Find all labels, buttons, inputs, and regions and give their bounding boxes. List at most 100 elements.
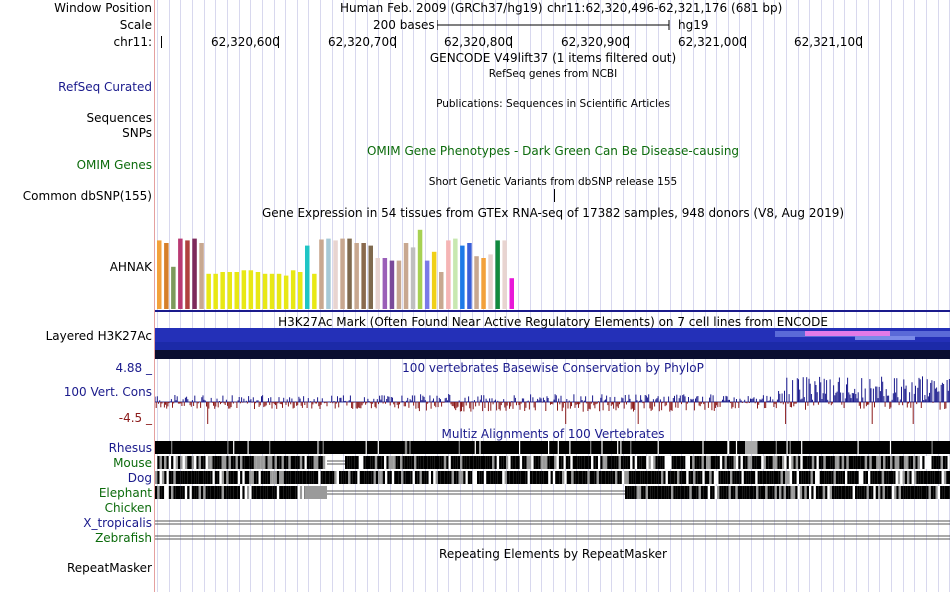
gtex-tissue-bar[interactable] [361, 243, 366, 309]
gtex-tissue-bar[interactable] [298, 272, 303, 309]
gtex-tissue-bar[interactable] [509, 278, 515, 309]
gtex-tissue-bar[interactable] [220, 272, 225, 309]
alignment-column [616, 456, 619, 469]
gencode-title[interactable]: GENCODE V49lift37 (1 items filtered out) [429, 51, 677, 65]
alignment-column [286, 456, 289, 469]
alignment-column [918, 471, 921, 484]
h3k27ac-title[interactable]: H3K27Ac Mark (Often Found Near Active Re… [278, 315, 828, 329]
gtex-tissue-bar[interactable] [375, 258, 381, 309]
cons-title[interactable]: 100 vertebrates Basewise Conservation by… [402, 361, 704, 375]
gtex-chart[interactable] [155, 221, 535, 311]
gtex-tissue-bar[interactable] [460, 245, 465, 309]
refseq-label[interactable]: RefSeq Curated [58, 80, 152, 94]
gtex-tissue-bar[interactable] [488, 254, 493, 309]
gtex-title[interactable]: Gene Expression in 54 tissues from GTEx … [261, 206, 845, 220]
alignment-column [547, 456, 550, 469]
gtex-tissue-bar[interactable] [354, 243, 359, 309]
gtex-tissue-bar[interactable] [269, 273, 275, 309]
species-label[interactable]: Mouse [113, 456, 152, 470]
snp-marker[interactable] [554, 189, 555, 202]
gtex-tissue-bar[interactable] [340, 238, 345, 309]
species-label[interactable]: Dog [127, 471, 152, 485]
dbsnp-label[interactable]: Common dbSNP(155) [22, 189, 152, 203]
omim-title[interactable]: OMIM Gene Phenotypes - Dark Green Can Be… [366, 144, 740, 158]
repeat-title[interactable]: Repeating Elements by RepeatMasker [439, 547, 667, 561]
gtex-tissue-bar[interactable] [368, 245, 374, 309]
alignment-column [527, 471, 530, 484]
alignment-column [533, 456, 536, 469]
refseq-title[interactable]: RefSeq genes from NCBI [488, 68, 618, 80]
alignment-column [775, 456, 778, 469]
gtex-tissue-bar[interactable] [290, 270, 296, 309]
gtex-tissue-bar[interactable] [185, 240, 190, 309]
gtex-tissue-bar[interactable] [467, 243, 472, 309]
gtex-tissue-bar[interactable] [474, 256, 479, 309]
species-label[interactable]: X_tropicalis [83, 516, 152, 530]
gtex-tissue-bar[interactable] [234, 272, 240, 309]
gtex-tissue-bar[interactable] [417, 229, 423, 309]
publications-title[interactable]: Publications: Sequences in Scientific Ar… [436, 98, 670, 110]
alignment-column [404, 441, 406, 454]
alignment-column [543, 471, 546, 484]
gtex-tissue-bar[interactable] [431, 251, 437, 309]
gtex-tissue-bar[interactable] [424, 260, 430, 309]
gtex-tissue-bar[interactable] [326, 238, 331, 309]
multiz-title[interactable]: Multiz Alignments of 100 Vertebrates [441, 427, 665, 441]
dbsnp-title[interactable]: Short Genetic Variants from dbSNP releas… [428, 176, 678, 188]
gtex-tissue-bar[interactable] [206, 273, 211, 309]
gtex-tissue-bar[interactable] [439, 272, 444, 309]
gtex-tissue-bar[interactable] [255, 272, 261, 309]
gtex-tissue-bar[interactable] [410, 247, 416, 309]
gtex-tissue-bar[interactable] [227, 272, 233, 309]
gtex-tissue-bar[interactable] [389, 260, 395, 309]
gtex-tissue-bar[interactable] [403, 243, 409, 309]
alignment-column [345, 471, 349, 484]
species-label[interactable]: Zebrafish [95, 531, 152, 545]
h3k27ac-signal[interactable] [155, 328, 950, 359]
gtex-gene-label[interactable]: AHNAK [109, 260, 152, 274]
gtex-tissue-bar[interactable] [199, 243, 204, 309]
gtex-tissue-bar[interactable] [262, 273, 268, 309]
species-label[interactable]: Elephant [98, 486, 152, 500]
repeat-label[interactable]: RepeatMasker [66, 561, 152, 575]
sequences-label[interactable]: Sequences [86, 111, 152, 125]
gtex-tissue-bar[interactable] [171, 266, 176, 309]
conservation-wiggle[interactable] [155, 374, 950, 426]
gtex-tissue-bar[interactable] [283, 275, 289, 309]
omim-label[interactable]: OMIM Genes [76, 158, 152, 172]
gtex-tissue-bar[interactable] [248, 270, 254, 309]
gtex-tissue-bar[interactable] [382, 258, 388, 309]
multiz-alignments[interactable] [155, 440, 950, 545]
alignment-column [670, 471, 673, 484]
species-label[interactable]: Chicken [104, 501, 152, 515]
gtex-tissue-bar[interactable] [347, 238, 352, 309]
alignment-column [182, 486, 185, 499]
alignment-column [674, 471, 678, 484]
snps-label[interactable]: SNPs [122, 126, 152, 140]
gtex-tissue-bar[interactable] [453, 238, 458, 309]
gtex-tissue-bar[interactable] [481, 258, 486, 309]
species-label[interactable]: Rhesus [108, 441, 152, 455]
gtex-tissue-bar[interactable] [446, 240, 451, 309]
h3k27ac-label[interactable]: Layered H3K27Ac [45, 329, 152, 343]
alignment-column [753, 471, 756, 484]
cons-label[interactable]: 100 Vert. Cons [63, 385, 152, 399]
gtex-tissue-bar[interactable] [502, 240, 507, 309]
gtex-tissue-bar[interactable] [495, 240, 500, 309]
gtex-tissue-bar[interactable] [192, 238, 197, 309]
alignment-column [630, 441, 632, 454]
grid-line [868, 0, 869, 592]
alignment-column [607, 456, 610, 469]
gtex-tissue-bar[interactable] [241, 270, 247, 309]
gtex-tissue-bar[interactable] [312, 273, 317, 309]
gtex-tissue-bar[interactable] [319, 239, 324, 310]
gtex-tissue-bar[interactable] [164, 243, 169, 309]
gtex-tissue-bar[interactable] [333, 240, 338, 309]
alignment-column [625, 486, 628, 499]
gtex-tissue-bar[interactable] [396, 260, 402, 309]
gtex-tissue-bar[interactable] [305, 245, 310, 309]
gtex-tissue-bar[interactable] [178, 238, 183, 309]
gtex-tissue-bar[interactable] [276, 273, 282, 309]
gtex-tissue-bar[interactable] [157, 240, 162, 309]
gtex-tissue-bar[interactable] [213, 273, 218, 309]
